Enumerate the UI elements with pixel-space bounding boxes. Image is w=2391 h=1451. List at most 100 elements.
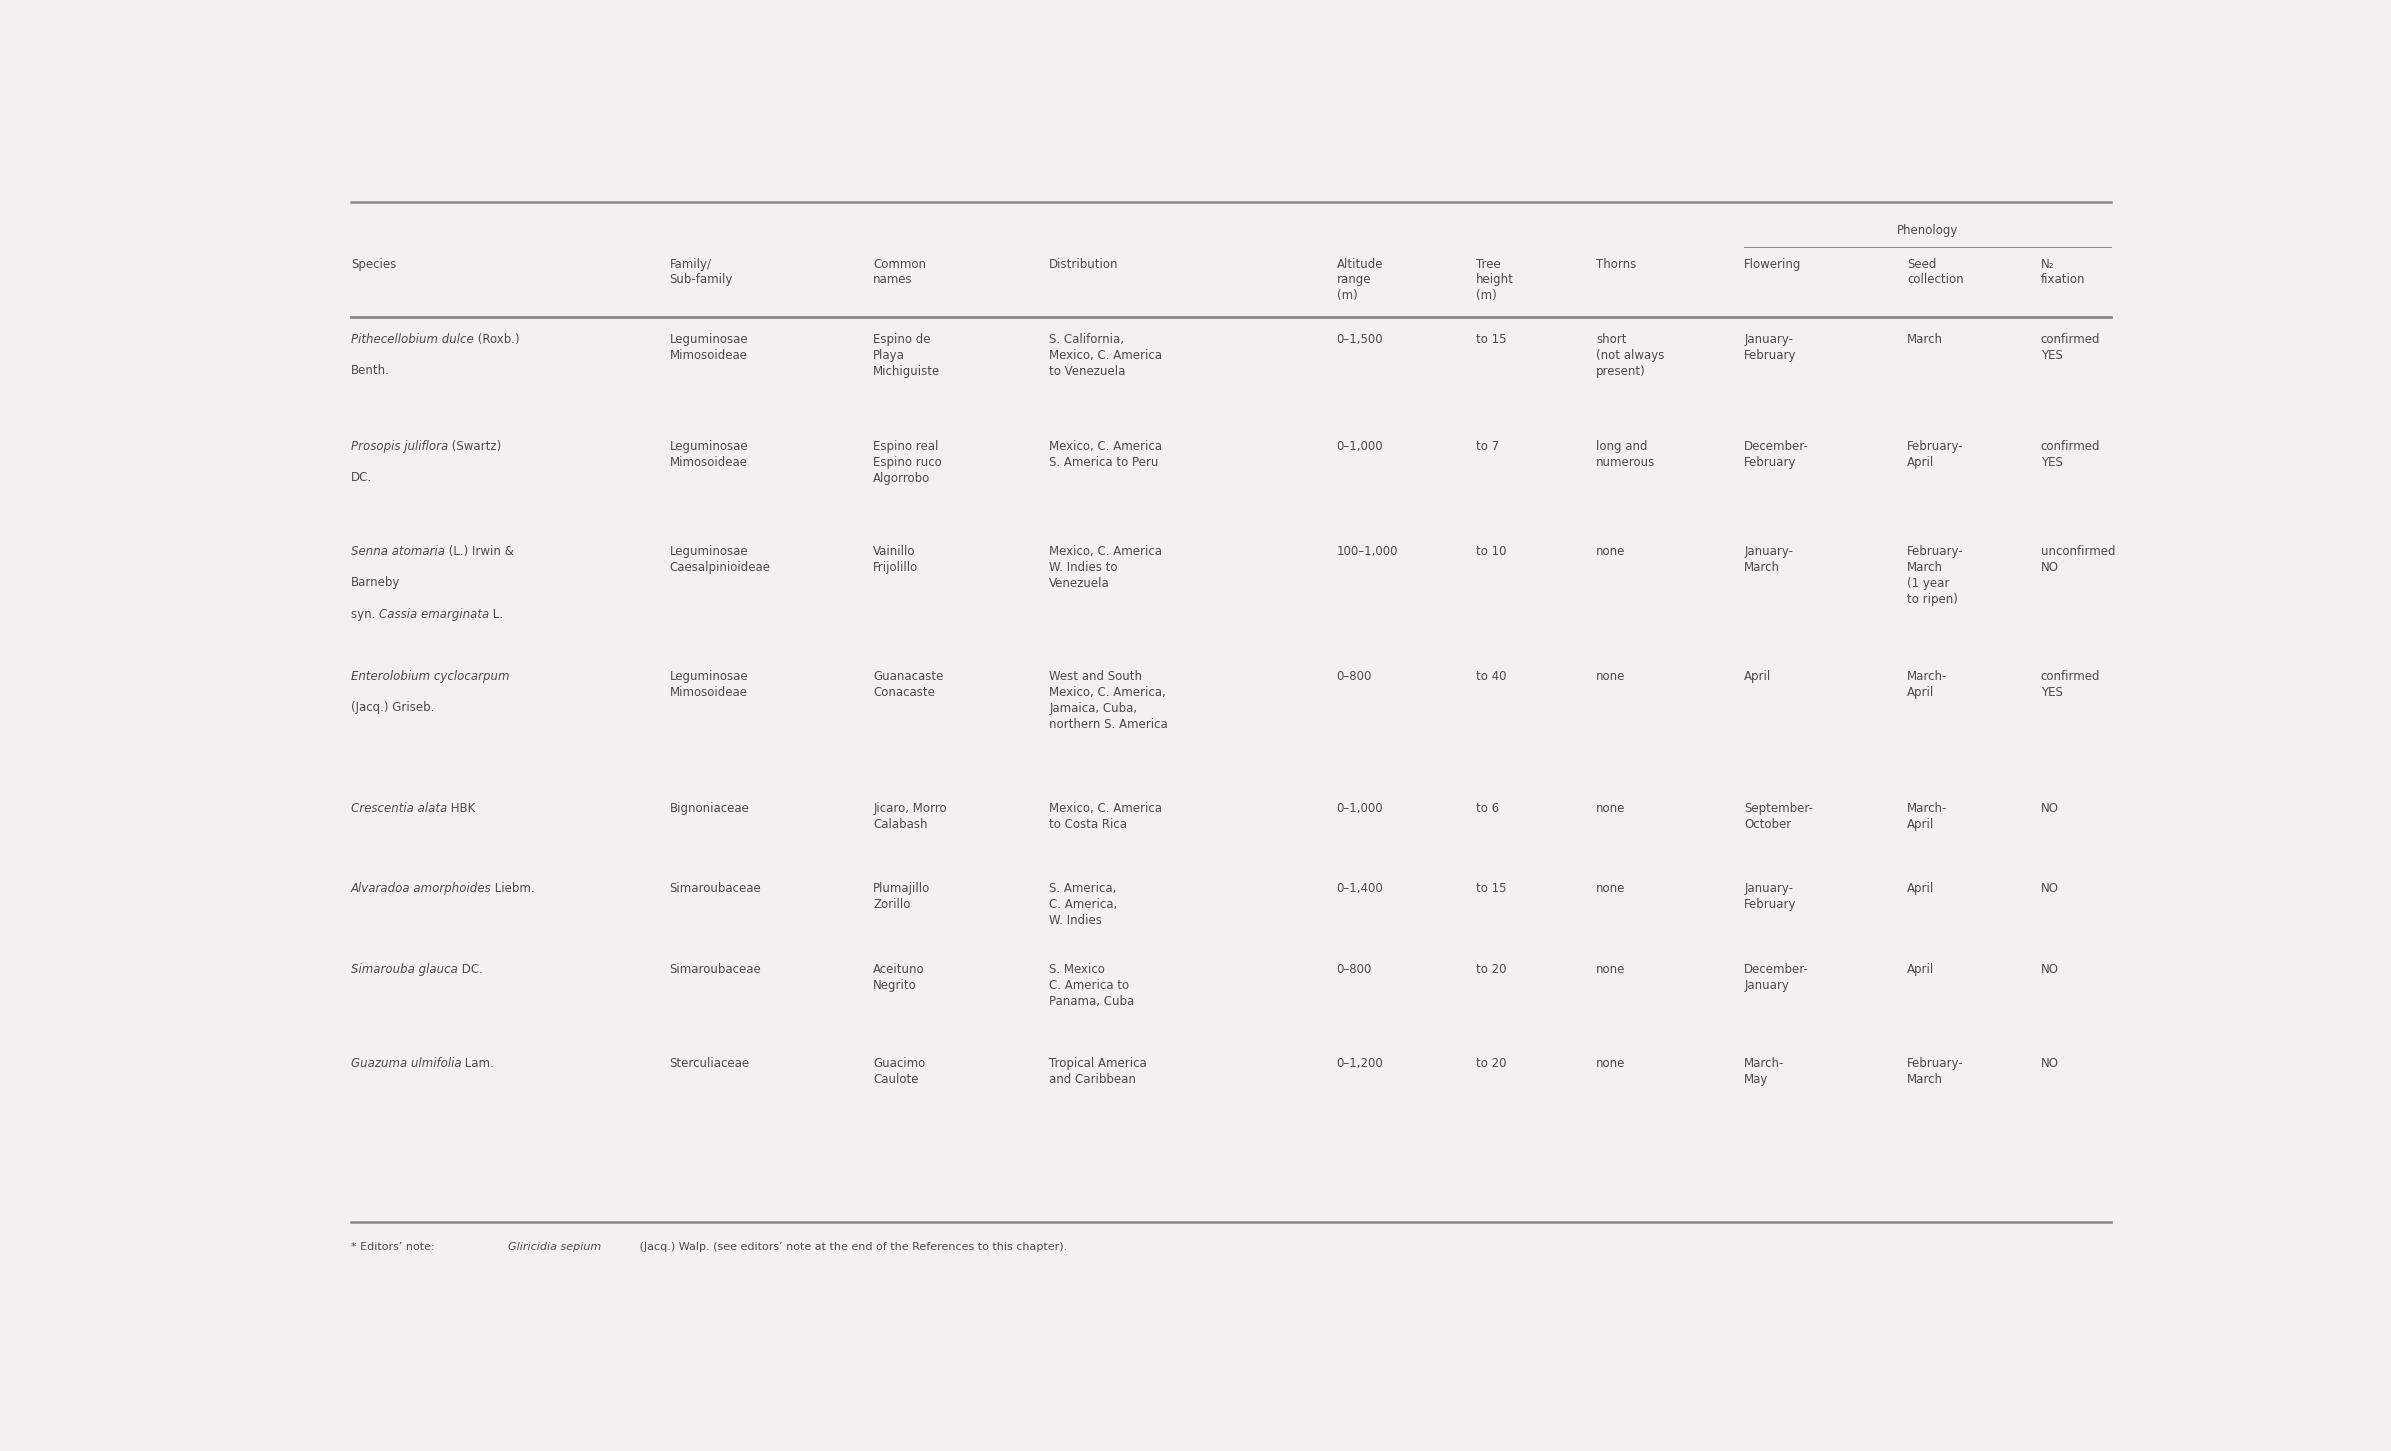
- Text: long and
numerous: long and numerous: [1597, 440, 1655, 469]
- Text: to 15: to 15: [1475, 882, 1506, 895]
- Text: March-
May: March- May: [1745, 1056, 1784, 1085]
- Text: Mexico, C. America
to Costa Rica: Mexico, C. America to Costa Rica: [1050, 802, 1162, 831]
- Text: January-
February: January- February: [1745, 882, 1796, 911]
- Text: to 7: to 7: [1475, 440, 1499, 453]
- Text: NO: NO: [2040, 882, 2059, 895]
- Text: Tropical America
and Caribbean: Tropical America and Caribbean: [1050, 1056, 1148, 1085]
- Text: Guazuma ulmifolia: Guazuma ulmifolia: [351, 1056, 461, 1069]
- Text: confirmed
YES: confirmed YES: [2040, 670, 2099, 699]
- Text: Alvaradoa amorphoides: Alvaradoa amorphoides: [351, 882, 493, 895]
- Text: Pithecellobium dulce: Pithecellobium dulce: [351, 332, 473, 345]
- Text: N₂
fixation: N₂ fixation: [2040, 258, 2085, 286]
- Text: to 6: to 6: [1475, 802, 1499, 815]
- Text: 0–1,500: 0–1,500: [1337, 332, 1384, 345]
- Text: Plumajillo
Zorillo: Plumajillo Zorillo: [873, 882, 930, 911]
- Text: Gliricidia sepium: Gliricidia sepium: [509, 1242, 603, 1252]
- Text: Leguminosae
Mimosoideae: Leguminosae Mimosoideae: [669, 440, 748, 469]
- Text: to 20: to 20: [1475, 963, 1506, 977]
- Text: Phenology: Phenology: [1896, 225, 1958, 238]
- Text: to 40: to 40: [1475, 670, 1506, 683]
- Text: S. California,
Mexico, C. America
to Venezuela: S. California, Mexico, C. America to Ven…: [1050, 332, 1162, 377]
- Text: NO: NO: [2040, 802, 2059, 815]
- Text: unconfirmed
NO: unconfirmed NO: [2040, 546, 2116, 575]
- Text: Cassia emarginata: Cassia emarginata: [378, 608, 490, 621]
- Text: Simaroubaceae: Simaroubaceae: [669, 963, 760, 977]
- Text: DC.: DC.: [351, 472, 373, 485]
- Text: Barneby: Barneby: [351, 576, 399, 589]
- Text: Benth.: Benth.: [351, 364, 390, 377]
- Text: Tree
height
(m): Tree height (m): [1475, 258, 1514, 302]
- Text: none: none: [1597, 670, 1626, 683]
- Text: (Roxb.): (Roxb.): [473, 332, 519, 345]
- Text: Family/
Sub-family: Family/ Sub-family: [669, 258, 734, 286]
- Text: none: none: [1597, 963, 1626, 977]
- Text: none: none: [1597, 802, 1626, 815]
- Text: Liebm.: Liebm.: [493, 882, 536, 895]
- Text: Common
names: Common names: [873, 258, 925, 286]
- Text: Mexico, C. America
W. Indies to
Venezuela: Mexico, C. America W. Indies to Venezuel…: [1050, 546, 1162, 591]
- Text: Thorns: Thorns: [1597, 258, 1635, 271]
- Text: (Jacq.) Griseb.: (Jacq.) Griseb.: [351, 701, 435, 714]
- Text: Simarouba glauca: Simarouba glauca: [351, 963, 457, 977]
- Text: December-
January: December- January: [1745, 963, 1810, 992]
- Text: Guanacaste
Conacaste: Guanacaste Conacaste: [873, 670, 944, 699]
- Text: to 20: to 20: [1475, 1056, 1506, 1069]
- Text: Prosopis juliflora: Prosopis juliflora: [351, 440, 447, 453]
- Text: to 10: to 10: [1475, 546, 1506, 559]
- Text: April: April: [1908, 882, 1934, 895]
- Text: (Swartz): (Swartz): [447, 440, 502, 453]
- Text: to 15: to 15: [1475, 332, 1506, 345]
- Text: Aceituno
Negrito: Aceituno Negrito: [873, 963, 925, 992]
- Text: NO: NO: [2040, 963, 2059, 977]
- Text: (Jacq.) Walp. (see editors’ note at the end of the References to this chapter).: (Jacq.) Walp. (see editors’ note at the …: [636, 1242, 1066, 1252]
- Text: December-
February: December- February: [1745, 440, 1810, 469]
- Text: February-
March: February- March: [1908, 1056, 1963, 1085]
- Text: Enterolobium cyclocarpum: Enterolobium cyclocarpum: [351, 670, 509, 683]
- Text: none: none: [1597, 882, 1626, 895]
- Text: Senna atomaria: Senna atomaria: [351, 546, 445, 559]
- Text: 0–800: 0–800: [1337, 670, 1372, 683]
- Text: HBK: HBK: [447, 802, 476, 815]
- Text: Altitude
range
(m): Altitude range (m): [1337, 258, 1382, 302]
- Text: S. America,
C. America,
W. Indies: S. America, C. America, W. Indies: [1050, 882, 1117, 927]
- Text: 0–1,000: 0–1,000: [1337, 802, 1384, 815]
- Text: Seed
collection: Seed collection: [1908, 258, 1963, 286]
- Text: none: none: [1597, 1056, 1626, 1069]
- Text: Flowering: Flowering: [1745, 258, 1800, 271]
- Text: confirmed
YES: confirmed YES: [2040, 440, 2099, 469]
- Text: syn.: syn.: [351, 608, 378, 621]
- Text: Sterculiaceae: Sterculiaceae: [669, 1056, 751, 1069]
- Text: Guacimo
Caulote: Guacimo Caulote: [873, 1056, 925, 1085]
- Text: 100–1,000: 100–1,000: [1337, 546, 1399, 559]
- Text: (L.) Irwin &: (L.) Irwin &: [445, 546, 514, 559]
- Text: Leguminosae
Caesalpinioideae: Leguminosae Caesalpinioideae: [669, 546, 770, 575]
- Text: 0–1,400: 0–1,400: [1337, 882, 1384, 895]
- Text: Jicaro, Morro
Calabash: Jicaro, Morro Calabash: [873, 802, 947, 831]
- Text: Espino real
Espino ruco
Algorrobo: Espino real Espino ruco Algorrobo: [873, 440, 942, 485]
- Text: 0–1,200: 0–1,200: [1337, 1056, 1384, 1069]
- Text: Distribution: Distribution: [1050, 258, 1119, 271]
- Text: March-
April: March- April: [1908, 802, 1949, 831]
- Text: 0–800: 0–800: [1337, 963, 1372, 977]
- Text: Bignoniaceae: Bignoniaceae: [669, 802, 748, 815]
- Text: April: April: [1908, 963, 1934, 977]
- Text: * Editors’ note:: * Editors’ note:: [351, 1242, 438, 1252]
- Text: Espino de
Playa
Michiguiste: Espino de Playa Michiguiste: [873, 332, 940, 377]
- Text: Simaroubaceae: Simaroubaceae: [669, 882, 760, 895]
- Text: April: April: [1745, 670, 1772, 683]
- Text: Crescentia alata: Crescentia alata: [351, 802, 447, 815]
- Text: Lam.: Lam.: [461, 1056, 495, 1069]
- Text: March-
April: March- April: [1908, 670, 1949, 699]
- Text: none: none: [1597, 546, 1626, 559]
- Text: NO: NO: [2040, 1056, 2059, 1069]
- Text: Leguminosae
Mimosoideae: Leguminosae Mimosoideae: [669, 670, 748, 699]
- Text: confirmed
YES: confirmed YES: [2040, 332, 2099, 361]
- Text: February-
March
(1 year
to ripen): February- March (1 year to ripen): [1908, 546, 1963, 607]
- Text: January-
March: January- March: [1745, 546, 1793, 575]
- Text: January-
February: January- February: [1745, 332, 1796, 361]
- Text: February-
April: February- April: [1908, 440, 1963, 469]
- Text: Leguminosae
Mimosoideae: Leguminosae Mimosoideae: [669, 332, 748, 361]
- Text: September-
October: September- October: [1745, 802, 1812, 831]
- Text: DC.: DC.: [457, 963, 483, 977]
- Text: Vainillo
Frijolillo: Vainillo Frijolillo: [873, 546, 918, 575]
